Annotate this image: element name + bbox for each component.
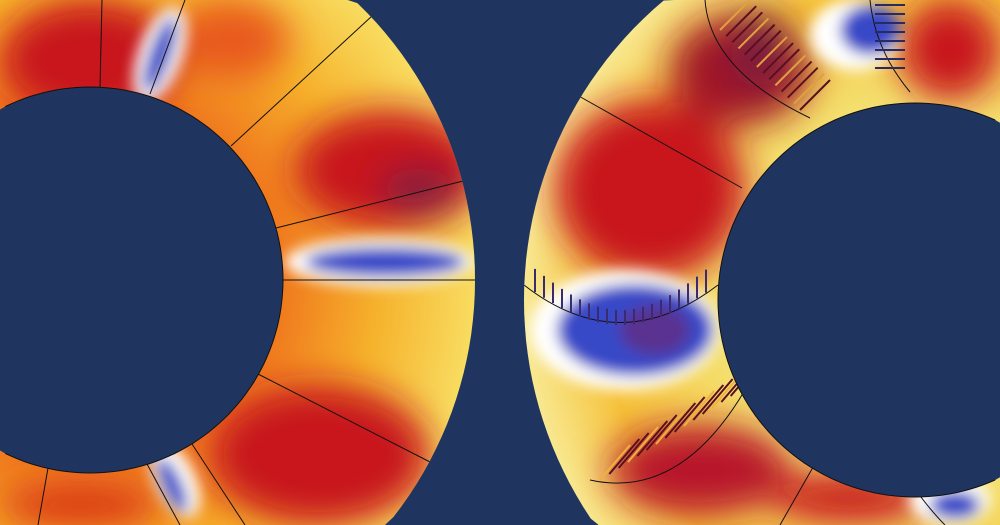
hot-region [610, 425, 790, 515]
vector-arrow [617, 432, 650, 469]
vector-arrow [743, 23, 776, 56]
cold-region [156, 457, 188, 513]
vector-arrow [599, 444, 631, 481]
cold-region [305, 247, 465, 277]
vector-arrow [725, 5, 757, 37]
hot-region [295, 110, 475, 230]
vector-arrow [768, 48, 800, 80]
vector-arrow [750, 30, 782, 62]
vector-arrow [608, 438, 641, 475]
left-inner-hole [0, 87, 283, 473]
vector-arrow [780, 60, 813, 93]
vector-arrow [756, 36, 788, 68]
vector-arrow [719, 0, 751, 31]
left-inner-hole-edge [5, 86, 284, 474]
cold-region [142, 17, 178, 93]
hot-region [555, 100, 745, 280]
hot-region [0, 485, 160, 525]
vector-arrow [731, 11, 764, 44]
vector-arrows [534, 0, 905, 481]
vector-arrow [701, 378, 734, 415]
warm-region [170, 0, 290, 80]
mesh-lines [524, 0, 946, 525]
cold-region [840, 5, 900, 55]
vector-arrow [627, 426, 659, 463]
vector-arrow [636, 420, 669, 457]
vector-arrow [673, 396, 706, 433]
vector-arrow [692, 384, 725, 421]
vector-arrow [793, 73, 825, 105]
vector-arrow [645, 414, 678, 451]
vector-arrow [774, 54, 807, 87]
vector-arrow [737, 17, 770, 50]
vector-arrow [664, 402, 697, 439]
cold-region [930, 491, 980, 519]
vector-arrow [799, 79, 831, 111]
mesh-lines [37, 0, 475, 525]
hot-region [210, 385, 430, 525]
vector-arrow [683, 390, 715, 427]
hot-region [900, 0, 1000, 100]
right-inner-hole-edge [717, 102, 996, 498]
vector-arrow [786, 66, 819, 99]
vector-arrow [762, 42, 794, 74]
cold-core [620, 305, 690, 355]
vector-arrow [655, 408, 687, 445]
deep-region [380, 168, 460, 212]
right-inner-hole [718, 103, 1000, 497]
